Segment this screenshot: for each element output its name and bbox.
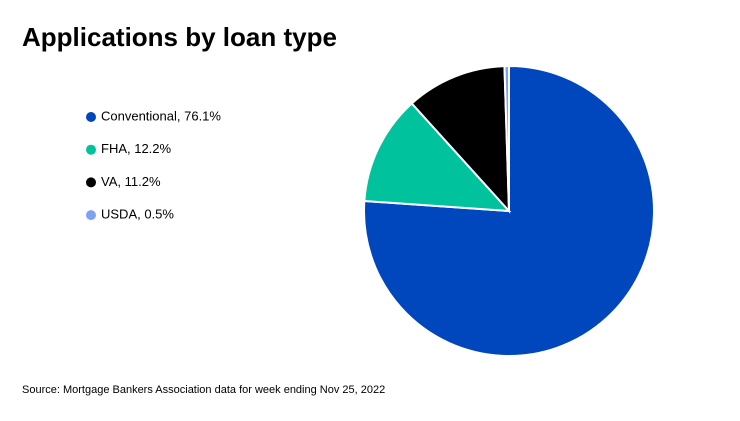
legend-label: VA, 11.2% [101,174,161,189]
legend-label: Conventional, 76.1% [101,108,221,123]
pie-slice [503,64,510,212]
source-note: Source: Mortgage Bankers Association dat… [22,384,385,396]
pie-slice [363,102,512,213]
chart-title: Applications by loan type [22,22,337,52]
legend-marker [86,112,96,122]
legend-marker [86,144,96,155]
legend-marker [86,210,96,221]
legend-label: FHA, 12.2% [101,141,172,156]
pie-slice [410,65,511,214]
pie-slice [363,64,655,357]
legend-label: USDA, 0.5% [101,207,174,222]
legend-marker [86,177,96,188]
